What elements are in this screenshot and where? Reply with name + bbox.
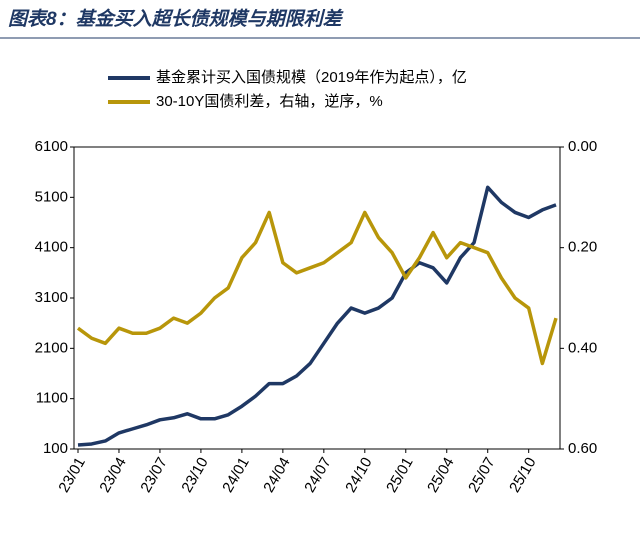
y-tick-label: 4100 [35, 239, 68, 256]
legend-label: 30-10Y国债利差，右轴，逆序，% [156, 93, 383, 110]
x-tick-label: 23/04 [96, 454, 129, 495]
y2-tick-label: 0.00 [568, 138, 597, 155]
x-tick-label: 23/07 [137, 454, 170, 495]
x-tick-label: 25/10 [506, 454, 539, 495]
y-tick-label: 100 [43, 440, 68, 457]
x-tick-label: 24/01 [219, 454, 252, 495]
x-tick-label: 24/04 [260, 454, 293, 495]
y-tick-label: 3100 [35, 289, 68, 306]
y-tick-label: 2100 [35, 339, 68, 356]
y2-tick-label: 0.40 [568, 339, 597, 356]
series-line [77, 185, 557, 447]
x-tick-label: 25/07 [465, 454, 498, 495]
y-tick-label: 1100 [36, 390, 68, 407]
y-tick-label: 6100 [35, 138, 68, 155]
x-tick-label: 25/04 [424, 454, 457, 495]
x-tick-label: 25/01 [383, 454, 416, 495]
x-tick-label: 24/10 [342, 454, 375, 495]
x-tick-label: 23/10 [178, 454, 211, 495]
x-tick-label: 24/07 [301, 454, 334, 495]
x-tick-label: 23/01 [55, 454, 88, 495]
y2-tick-label: 0.20 [568, 239, 597, 256]
y-tick-label: 5100 [35, 188, 68, 205]
legend-label: 基金累计买入国债规模（2019年作为起点），亿 [156, 69, 467, 86]
y2-tick-label: 0.60 [568, 440, 597, 457]
chart-title: 图表8：基金买入超长债规模与期限利差 [8, 8, 344, 30]
series-line [76, 210, 558, 366]
